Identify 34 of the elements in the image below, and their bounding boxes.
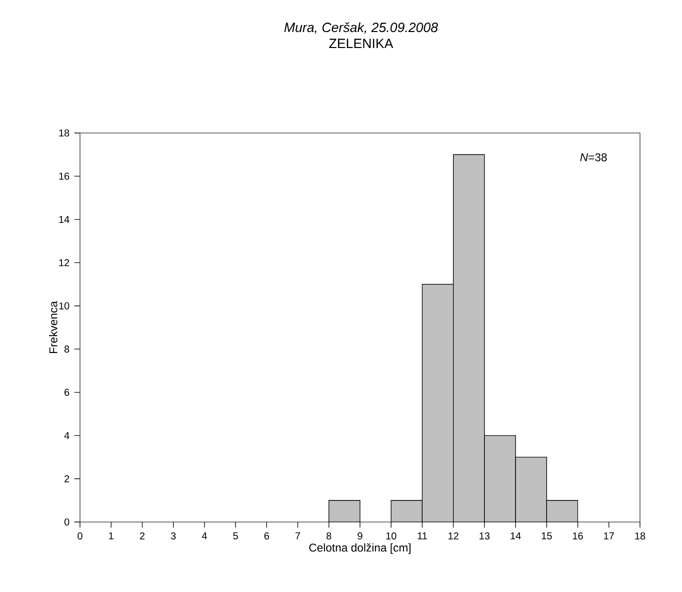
x-tick-label: 1 <box>109 532 114 540</box>
y-tick-label: 0 <box>64 518 70 526</box>
y-tick-label: 16 <box>59 172 70 180</box>
x-tick-label: 15 <box>542 532 552 540</box>
y-tick-label: 18 <box>59 129 70 137</box>
chart-subtitle: ZELENIKA <box>329 38 394 48</box>
x-tick-label: 2 <box>140 532 145 540</box>
x-axis-title: Celotna dolžina [cm] <box>309 543 411 554</box>
x-tick-label: 18 <box>635 532 646 540</box>
chart-title: Mura, Ceršak, 25.09.2008 <box>284 22 438 34</box>
y-axis-title: Frekvenca <box>49 301 58 354</box>
annotation: N=38 <box>580 153 607 162</box>
x-tick-label: 3 <box>170 532 176 540</box>
x-tick-label: 16 <box>572 532 583 540</box>
x-tick-label: 8 <box>326 532 332 540</box>
y-tick-label: 14 <box>59 216 70 223</box>
x-tick-label: 12 <box>448 532 458 540</box>
x-tick-label: 17 <box>604 532 614 540</box>
y-tick-label: 10 <box>59 302 70 310</box>
x-tick-label: 5 <box>233 532 238 540</box>
y-tick-label: 8 <box>64 346 70 353</box>
x-tick-label: 7 <box>296 532 300 540</box>
x-tick-label: 0 <box>78 532 82 540</box>
y-tick-label: 2 <box>64 475 70 482</box>
x-tick-label: 9 <box>358 532 362 540</box>
x-tick-label: 14 <box>510 532 521 540</box>
y-tick-label: 12 <box>59 259 70 266</box>
x-tick-label: 6 <box>264 532 270 540</box>
y-tick-label: 4 <box>64 432 70 439</box>
x-tick-label: 13 <box>480 532 490 540</box>
y-tick-label: 6 <box>64 388 70 396</box>
x-tick-label: 11 <box>418 532 427 540</box>
x-tick-label: 4 <box>202 532 207 540</box>
x-tick-label: 10 <box>386 532 396 540</box>
